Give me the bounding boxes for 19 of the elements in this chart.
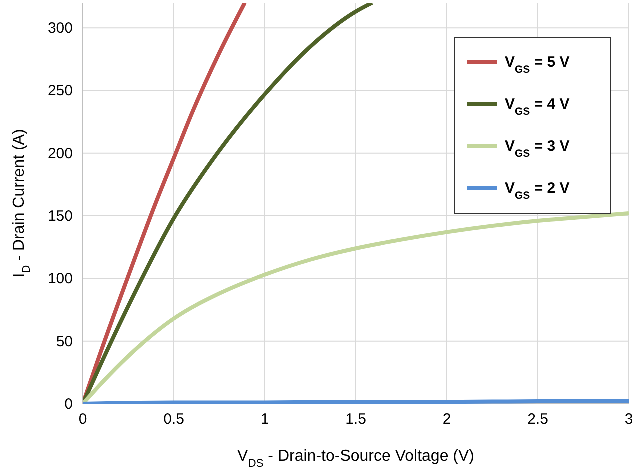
legend-label: V$_{GS}$ = 5 V <box>505 54 570 76</box>
x-tick-label: 1.5 <box>346 411 366 428</box>
y-tick-label: 250 <box>48 82 73 100</box>
x-tick-label: 0 <box>78 411 88 428</box>
x-axis-title: V$_{DS}$ - Drain-to-Source Voltage (V) <box>238 448 474 470</box>
x-tick-label: 3 <box>624 411 634 428</box>
y-tick-label: 200 <box>48 145 73 162</box>
x-tick-label: 2 <box>442 411 452 428</box>
y-tick-label: 150 <box>48 208 73 226</box>
legend-label: V$_{GS}$ = 3 V <box>505 138 570 160</box>
x-tick-label: 0.5 <box>164 411 184 428</box>
x-tick-label: 1 <box>260 411 270 428</box>
y-tick-label: 50 <box>56 333 73 350</box>
y-tick-label: 300 <box>48 20 73 38</box>
y-tick-label: 100 <box>48 270 73 288</box>
x-tick-label: 2.5 <box>528 411 548 428</box>
legend-label: V$_{GS}$ = 4 V <box>505 96 570 118</box>
y-tick-label: 0 <box>64 396 73 413</box>
legend-label: V$_{GS}$ = 2 V <box>505 180 570 202</box>
